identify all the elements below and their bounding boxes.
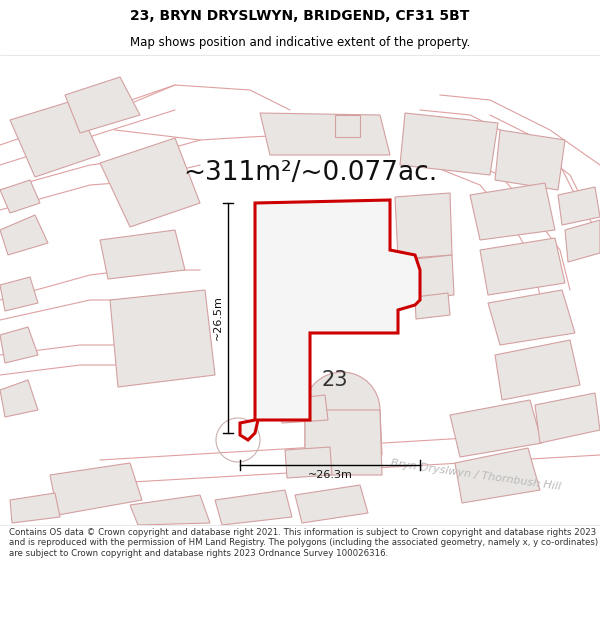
- Text: ~26.3m: ~26.3m: [308, 470, 352, 480]
- Text: 23: 23: [322, 370, 348, 390]
- Polygon shape: [455, 448, 540, 503]
- Polygon shape: [335, 115, 360, 137]
- Text: ~26.5m: ~26.5m: [213, 296, 223, 341]
- Polygon shape: [100, 230, 185, 279]
- Polygon shape: [495, 340, 580, 400]
- Text: Map shows position and indicative extent of the property.: Map shows position and indicative extent…: [130, 36, 470, 49]
- Polygon shape: [110, 290, 215, 387]
- Polygon shape: [450, 400, 542, 457]
- Polygon shape: [0, 327, 38, 363]
- Polygon shape: [480, 238, 565, 295]
- Polygon shape: [470, 183, 555, 240]
- Polygon shape: [495, 130, 565, 190]
- Polygon shape: [415, 255, 454, 299]
- Polygon shape: [0, 277, 38, 311]
- Polygon shape: [558, 187, 600, 225]
- Text: 23, BRYN DRYSLWYN, BRIDGEND, CF31 5BT: 23, BRYN DRYSLWYN, BRIDGEND, CF31 5BT: [130, 9, 470, 24]
- Polygon shape: [215, 490, 292, 525]
- Polygon shape: [295, 485, 368, 523]
- Polygon shape: [400, 113, 498, 175]
- Polygon shape: [0, 380, 38, 417]
- Polygon shape: [260, 113, 390, 155]
- Polygon shape: [395, 193, 452, 259]
- Polygon shape: [305, 410, 382, 475]
- Polygon shape: [240, 200, 420, 440]
- Polygon shape: [260, 340, 308, 418]
- Polygon shape: [285, 447, 332, 478]
- Polygon shape: [10, 493, 60, 523]
- Polygon shape: [535, 393, 600, 443]
- Polygon shape: [280, 395, 328, 423]
- Circle shape: [304, 372, 380, 448]
- Polygon shape: [50, 463, 142, 515]
- Polygon shape: [305, 410, 382, 455]
- Polygon shape: [130, 495, 210, 525]
- Polygon shape: [0, 180, 40, 213]
- Polygon shape: [10, 100, 100, 177]
- Polygon shape: [415, 293, 450, 319]
- Polygon shape: [100, 138, 200, 227]
- Polygon shape: [488, 290, 575, 345]
- Text: Bryn Dryslwyn / Thornbush Hill: Bryn Dryslwyn / Thornbush Hill: [390, 458, 562, 492]
- Polygon shape: [0, 215, 48, 255]
- Text: ~311m²/~0.077ac.: ~311m²/~0.077ac.: [183, 160, 437, 186]
- Text: Contains OS data © Crown copyright and database right 2021. This information is : Contains OS data © Crown copyright and d…: [9, 528, 598, 558]
- Polygon shape: [565, 220, 600, 262]
- Polygon shape: [65, 77, 140, 133]
